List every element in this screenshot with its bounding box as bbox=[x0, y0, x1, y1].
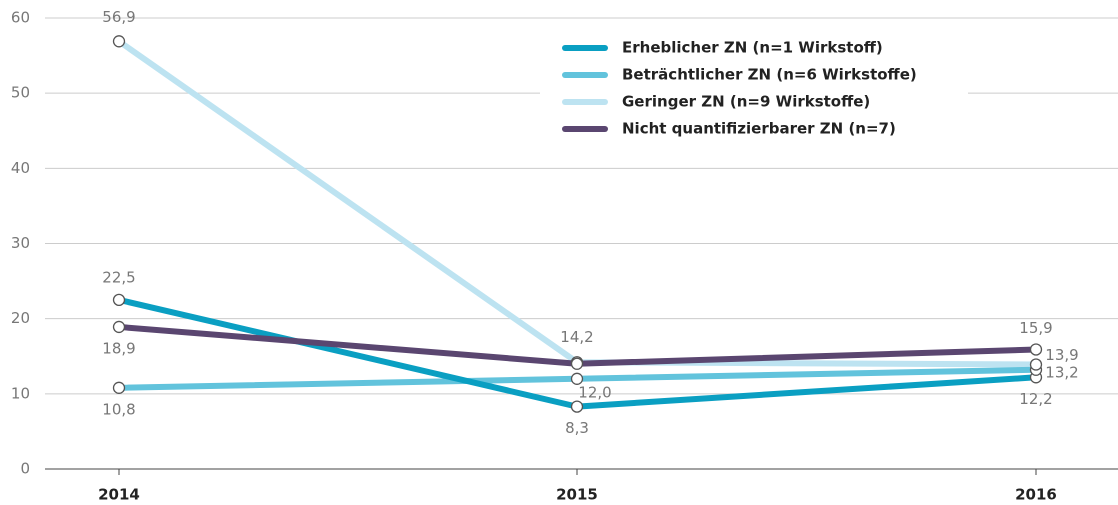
data-label: 22,5 bbox=[102, 268, 135, 286]
y-tick-label: 0 bbox=[20, 460, 30, 478]
y-tick-label: 30 bbox=[11, 234, 30, 252]
y-tick-label: 60 bbox=[11, 9, 30, 27]
legend-label: Nicht quantifizierbarer ZN (n=7) bbox=[622, 120, 896, 138]
point-marker bbox=[112, 35, 126, 48]
legend-label: Erheblicher ZN (n=1 Wirkstoff) bbox=[622, 39, 883, 57]
y-tick-label: 20 bbox=[11, 309, 30, 327]
y-tick-label: 40 bbox=[11, 159, 30, 177]
legend-box bbox=[540, 28, 968, 158]
data-label: 56,9 bbox=[102, 8, 135, 26]
data-label: 15,9 bbox=[1019, 319, 1052, 337]
point-marker bbox=[1029, 358, 1043, 371]
data-label: 10,8 bbox=[102, 400, 135, 418]
point-marker bbox=[112, 293, 126, 307]
y-tick-label: 10 bbox=[11, 384, 30, 402]
legend-label: Beträchtlicher ZN (n=6 Wirkstoffe) bbox=[622, 66, 917, 84]
point-marker bbox=[1029, 343, 1043, 356]
point-marker bbox=[112, 381, 126, 394]
data-label: 14,2 bbox=[560, 328, 593, 346]
data-label: 18,9 bbox=[102, 339, 135, 357]
data-label: 12,2 bbox=[1019, 390, 1052, 408]
data-label: 12,0 bbox=[578, 383, 611, 401]
point-marker bbox=[570, 357, 584, 370]
x-tick-label: 2015 bbox=[556, 486, 598, 504]
point-marker bbox=[112, 320, 126, 334]
point-marker bbox=[570, 372, 584, 385]
data-label: 8,3 bbox=[565, 419, 589, 437]
point-marker bbox=[570, 400, 584, 413]
legend-label: Geringer ZN (n=9 Wirkstoffe) bbox=[622, 93, 870, 111]
x-tick-label: 2014 bbox=[98, 486, 140, 504]
data-label: 13,9 bbox=[1045, 346, 1078, 364]
data-label: 13,2 bbox=[1045, 363, 1078, 381]
y-tick-label: 50 bbox=[11, 84, 30, 102]
x-tick-label: 2016 bbox=[1015, 486, 1057, 504]
